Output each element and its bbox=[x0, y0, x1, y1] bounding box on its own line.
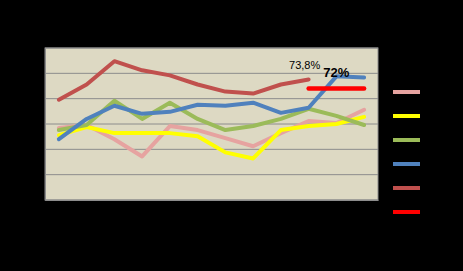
series-line bbox=[309, 86, 365, 91]
plot-area bbox=[45, 48, 378, 200]
grid-line bbox=[45, 149, 378, 150]
series-line bbox=[59, 61, 309, 100]
chart: 73,8%72% bbox=[0, 0, 463, 271]
grid bbox=[45, 48, 378, 200]
legend-swatch bbox=[393, 138, 420, 142]
legend-swatch bbox=[393, 162, 420, 166]
data-label: 73,8% bbox=[289, 59, 320, 71]
legend-swatch bbox=[393, 114, 420, 118]
legend bbox=[393, 92, 420, 212]
legend-swatch bbox=[393, 186, 420, 190]
grid-line bbox=[45, 98, 378, 99]
plot-frame bbox=[45, 48, 378, 200]
series-line bbox=[59, 76, 364, 139]
series-group bbox=[59, 61, 364, 158]
legend-swatch bbox=[393, 210, 420, 214]
series-line bbox=[59, 110, 364, 157]
legend-swatch bbox=[393, 90, 420, 94]
grid-line bbox=[45, 174, 378, 175]
data-label: 72% bbox=[323, 65, 349, 80]
data-labels: 73,8%72% bbox=[289, 59, 350, 79]
